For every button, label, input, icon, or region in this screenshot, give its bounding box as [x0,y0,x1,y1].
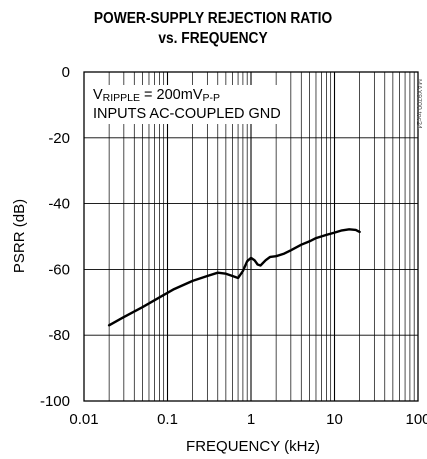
psrr-line [107,228,361,327]
anno-v: V [93,87,103,103]
y-tick-label: 0 [62,64,70,81]
x-tick-labels: 0.01 0.1 1 10 100 [69,411,427,428]
x-tick-label: 1 [247,411,255,428]
anno-ripple-sub: RIPPLE [103,92,140,104]
annotation-ripple: VRIPPLE = 200mVP-P [93,87,220,104]
y-tick-label: -100 [40,393,70,410]
annotation-inputs: INPUTS AC-COUPLED GND [93,106,281,122]
anno-eq: = 200mV [140,87,203,103]
x-axis-label: FREQUENCY (kHz) [186,438,320,455]
annotation-box [89,85,285,124]
y-axis-label: PSRR (dB) [11,199,28,273]
grid-lines [84,72,418,401]
x-tick-label: 10 [326,411,343,428]
y-tick-label: -60 [48,261,70,278]
anno-pp-sub: P-P [203,92,221,104]
x-tick-label: 100 [405,411,427,428]
y-tick-label: -40 [48,196,70,213]
part-id: MAX9700 toc24 [415,79,422,129]
chart-subtitle: vs. FREQUENCY [158,30,268,47]
chart-title: POWER-SUPPLY REJECTION RATIO [93,10,333,27]
y-tick-label: -80 [48,327,70,344]
x-tick-label: 0.1 [157,411,178,428]
y-tick-labels: 0 -20 -40 -60 -80 -100 [40,64,70,410]
plot-frame [83,71,419,402]
x-tick-label: 0.01 [69,411,98,428]
y-tick-label: -20 [48,130,70,147]
